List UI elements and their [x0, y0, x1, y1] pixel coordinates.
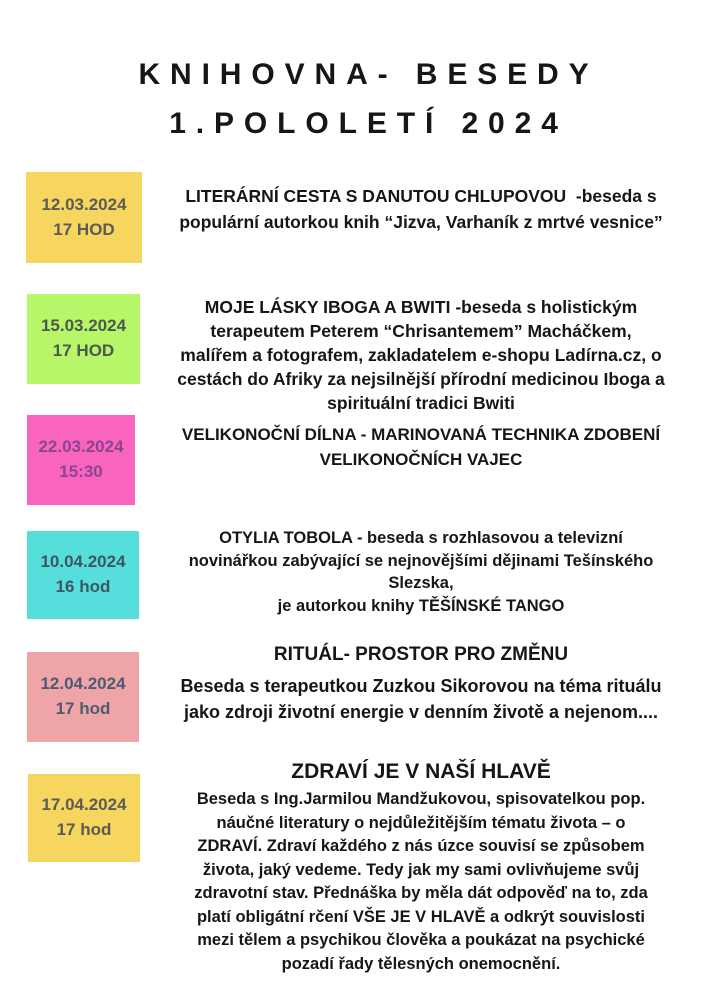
event-1-description: LITERÁRNÍ CESTA S DANUTOU CHLUPOVOU -bes…	[179, 186, 663, 232]
event-2-description: MOJE LÁSKY IBOGA A BWITI -beseda s holis…	[177, 297, 665, 413]
event-4-date-block: 10.04.2024 16 hod	[27, 531, 139, 619]
event-4-date: 10.04.2024 16 hod	[40, 552, 126, 596]
event-6-date: 17.04.2024 17 hod	[41, 795, 127, 839]
event-3-date: 22.03.2024 15:30	[38, 437, 124, 481]
event-1-date: 12.03.2024 17 HOD	[41, 194, 127, 239]
event-5-description: Beseda s terapeutkou Zuzkou Sikorovou na…	[180, 676, 662, 722]
event-6-description: Beseda s Ing.Jarmilou Mandžukovou, spiso…	[194, 790, 648, 973]
event-4-description: OTYLIA TOBOLA - beseda s rozhlasovou a t…	[188, 529, 654, 615]
event-3-description: VELIKONOČNÍ DÍLNA - MARINOVANÁ TECHNIKA …	[181, 425, 661, 469]
event-5-date: 12.04.2024 17 hod	[40, 674, 126, 718]
event-2-date-block: 15.03.2024 17 HOD	[27, 294, 140, 384]
event-6-title: ZDRAVÍ JE V NAŠÍ HLAVĚ	[291, 760, 551, 783]
poster-title-line2: 1.POLOLETÍ 2024	[169, 107, 568, 140]
poster-title-line1: KNIHOVNA- BESEDY	[138, 58, 599, 91]
event-5-title: RITUÁL- PROSTOR PRO ZMĚNU	[273, 644, 569, 665]
poster-title: KNIHOVNA- BESEDY 1.POLOLETÍ 2024	[30, 50, 707, 148]
event-6-date-block: 17.04.2024 17 hod	[28, 774, 140, 862]
event-1-date-block: 12.03.2024 17 HOD	[26, 172, 142, 263]
event-3-date-block: 22.03.2024 15:30	[27, 415, 135, 505]
event-2-date: 15.03.2024 17 HOD	[40, 316, 127, 360]
event-5-date-block: 12.04.2024 17 hod	[27, 652, 139, 742]
